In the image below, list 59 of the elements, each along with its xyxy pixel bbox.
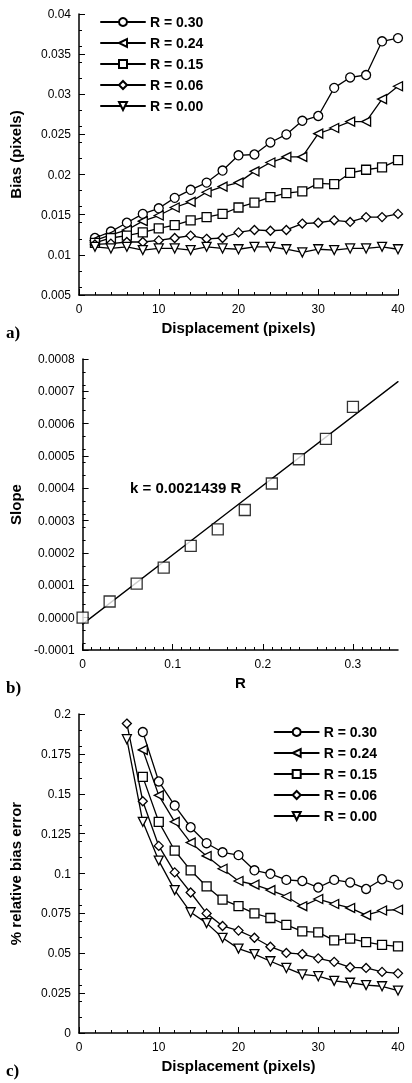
x-axis-title: R [234, 673, 246, 691]
y-tick-label: 0.0008 [37, 352, 75, 366]
y-tick-label: 0.04 [47, 7, 72, 21]
x-tick-label: 0.3 [344, 657, 362, 671]
x-tick-label: 0.1 [164, 657, 182, 671]
y-tick-label: -0.0001 [33, 643, 75, 657]
legend-label: R = 0.15 [150, 56, 204, 72]
y-tick-label: 0.0006 [37, 416, 75, 431]
x-tick-label: 40 [391, 302, 405, 316]
x-axis-title: Displacement (pixels) [161, 318, 316, 336]
y-tick-label: 0.15 [47, 786, 72, 801]
legend-label: R = 0.00 [150, 98, 204, 114]
y-axis-title: Slope [7, 484, 24, 525]
x-tick-label: 20 [231, 1040, 246, 1054]
y-axis-title: Bias (pixels) [7, 110, 24, 199]
y-tick-label: 0.03 [47, 87, 72, 102]
y-tick-label: 0.05 [47, 946, 72, 961]
y-tick-label: 0.035 [40, 47, 72, 62]
y-tick-label: 0.2 [54, 707, 72, 721]
legend-label: R = 0.24 [323, 745, 378, 761]
x-tick-label: 0 [79, 657, 87, 671]
legend-label: R = 0.06 [323, 787, 378, 803]
x-tick-label: 0.2 [254, 657, 272, 671]
text: c) [6, 1061, 20, 1080]
y-tick-label: 0.02 [47, 167, 72, 182]
x-tick-label: 40 [391, 1040, 405, 1054]
text: b) [6, 678, 22, 697]
y-tick-label: 0.0002 [37, 546, 75, 560]
x-axis-title: Displacement (pixels) [161, 1056, 316, 1074]
text: a) [6, 323, 21, 342]
y-tick-label: 0.075 [40, 906, 72, 921]
y-tick-label: 0.005 [40, 288, 72, 302]
x-tick-label: 20 [231, 302, 246, 316]
y-tick-label: 0.015 [40, 207, 72, 222]
y-tick-label: 0.01 [47, 247, 72, 262]
x-tick-label: 10 [152, 1040, 166, 1054]
legend-label: R = 0.30 [323, 724, 378, 740]
y-tick-label: 0.0001 [37, 578, 75, 593]
y-tick-label: 0.0004 [37, 481, 75, 496]
legend-label: R = 0.24 [150, 35, 204, 51]
y-tick-label: 0.175 [40, 746, 72, 761]
y-axis-title: % relative bias error [7, 801, 24, 946]
x-tick-label: 30 [311, 302, 326, 316]
legend-label: R = 0.00 [323, 808, 378, 824]
legend-label: R = 0.30 [150, 14, 204, 30]
y-tick-label: 0 [64, 1026, 72, 1040]
y-tick-label: 0.025 [40, 986, 72, 1001]
y-tick-label: 0.125 [40, 826, 72, 841]
y-tick-label: 0.0005 [37, 449, 75, 463]
y-tick-label: 0.0007 [37, 384, 75, 399]
y-tick-label: 0.0003 [37, 513, 75, 528]
y-tick-label: 0.025 [40, 127, 72, 142]
annotation: k = 0.0021439 R [130, 479, 242, 496]
legend-label: R = 0.06 [150, 77, 204, 93]
y-tick-label: 0.1 [54, 866, 72, 881]
x-tick-label: 30 [311, 1040, 326, 1054]
legend-label: R = 0.15 [323, 766, 378, 782]
x-tick-label: 10 [152, 302, 166, 316]
y-tick-label: 0.0000 [37, 610, 75, 625]
